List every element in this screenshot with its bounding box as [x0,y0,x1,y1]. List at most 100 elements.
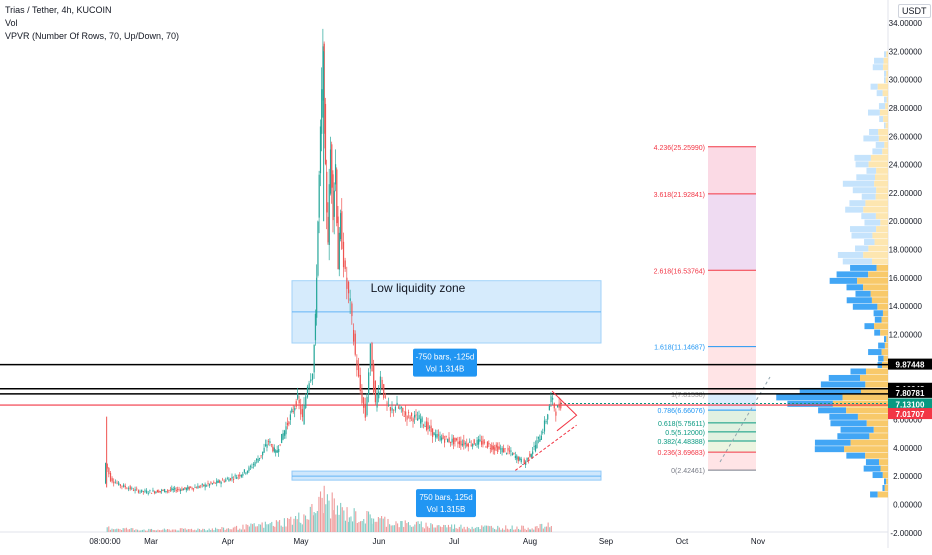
volume-bar [358,521,360,532]
volume-bar [224,529,226,532]
candle-body [121,485,123,487]
candle-body [116,482,118,484]
candle-body [333,190,335,217]
volume-bar [311,504,313,532]
candle-body [225,479,227,482]
measure-box-up[interactable] [416,489,476,518]
vpvr-down-bar [799,387,861,394]
volume-bar [191,528,193,532]
volume-bar [323,485,325,532]
vpvr-up-bar [886,478,888,485]
measure-box-down[interactable] [413,348,477,377]
candle-body [494,447,496,451]
candle-body [191,487,193,489]
volume-bar [210,529,212,532]
fib-level-label: 4.236(25.25990) [654,145,705,152]
candle-body [234,475,236,477]
vpvr-up-bar [870,290,888,297]
candle-body [242,473,244,476]
triangle-pattern[interactable] [551,390,578,432]
candle-body [129,486,131,490]
candle-body [504,448,506,450]
candle-body [548,405,550,411]
candle-body [118,482,120,485]
vpvr-down-bar [884,478,887,485]
volume-bar [176,530,178,532]
candle-body [111,478,113,482]
vpvr-down-bar [820,381,866,388]
vpvr-down-bar [830,420,867,427]
candle-body [251,466,253,468]
candle-body [527,457,530,460]
volume-bar [539,524,541,532]
volume-bar [121,529,123,532]
volume-bar [313,512,315,532]
candle-body [396,402,398,406]
vpvr-legend[interactable]: VPVR (Number Of Rows, 70, Up/Down, 70) [5,31,180,41]
support-trendline[interactable] [514,424,577,471]
time-tick-label: 08:00:00 [89,537,121,546]
volume-bar [522,525,524,532]
volume-bar [236,525,238,532]
volume-bar [431,524,433,532]
vpvr-down-bar [850,226,877,233]
candle-body [445,435,447,438]
volume-bar [541,523,543,532]
vpvr-down-bar [874,329,881,336]
candle-body [539,438,541,442]
candle-body [289,414,292,420]
candle-body [344,260,346,269]
volume-bar [291,524,293,532]
candle-body [537,436,540,439]
candle-body [399,408,401,409]
volume-bar [309,506,311,532]
candle-body [340,213,342,240]
price-tick-label: 32.00000 [889,47,923,56]
candle-body [378,391,380,399]
volume-bar [187,529,189,532]
price-tick-label: 22.00000 [889,189,923,198]
volume-bar [457,528,459,532]
candle-body [273,447,275,452]
vpvr-down-bar [828,374,861,381]
currency-button[interactable]: USDT [898,4,931,18]
candle-body [450,441,452,443]
candle-body [545,421,547,423]
volume-bar [466,526,468,532]
candle-body [254,461,256,467]
volume-bar [398,527,400,532]
time-tick-label: Jun [373,537,386,546]
candle-body [185,487,187,491]
candle-body [514,455,516,459]
candle-body [337,216,339,270]
fib-trend-line[interactable] [719,376,771,463]
volume-bar [175,529,177,532]
volume-bar [503,529,505,532]
volume-bar [384,516,386,532]
volume-bar [425,522,427,532]
fib-level-label: 1(7.81538) [671,392,705,399]
vpvr-down-bar [869,128,879,135]
candle-body [389,407,392,411]
volume-bar [277,521,279,532]
volume-legend[interactable]: Vol [5,18,18,28]
symbol-title[interactable]: Trias / Tether, 4h, KUCOIN [5,5,112,15]
vpvr-up-bar [871,297,888,304]
candle-body [555,411,557,416]
volume-bar [178,530,180,532]
volume-bar [487,525,489,532]
candle-body [248,467,250,471]
volume-bar [221,526,223,532]
vpvr-up-bar [877,303,888,310]
vpvr-down-bar [875,141,885,148]
volume-bar [443,524,445,532]
volume-bar [146,530,148,532]
volume-bar [301,524,303,532]
fib-level-label: 0.786(6.66076) [658,408,705,415]
volume-bar [184,528,186,532]
volume-bar [542,528,544,532]
vpvr-down-bar [884,77,886,84]
vpvr-down-bar [876,90,883,97]
